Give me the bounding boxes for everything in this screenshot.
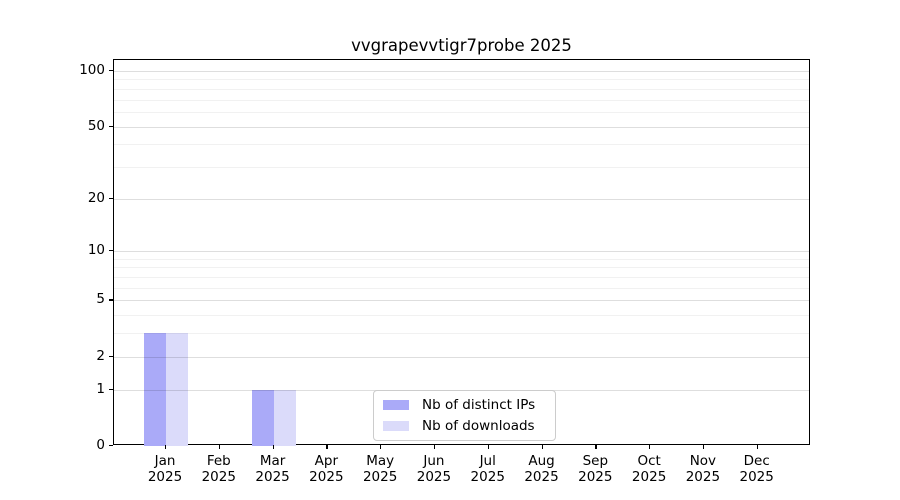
gridline-minor — [114, 166, 809, 168]
gridline-minor — [114, 144, 809, 146]
x-tick-label: Mar 2025 — [255, 453, 290, 485]
x-tick-mark — [380, 445, 382, 449]
gridline-minor — [114, 287, 809, 289]
x-tick-label: Feb 2025 — [201, 453, 236, 485]
y-tick-label: 20 — [87, 189, 105, 206]
y-tick-label: 50 — [87, 117, 105, 134]
legend-label: Nb of distinct IPs — [422, 397, 536, 413]
legend: Nb of distinct IPs Nb of downloads — [373, 390, 556, 441]
y-tick-mark — [109, 355, 113, 357]
y-tick-mark — [109, 125, 113, 127]
y-tick-label: 1 — [96, 380, 105, 397]
y-tick-mark — [109, 197, 113, 199]
gridline-minor — [114, 99, 809, 101]
plot-area — [113, 59, 810, 446]
y-tick-mark — [109, 388, 113, 390]
legend-swatch-distinct-ips — [383, 399, 409, 411]
y-tick-mark — [109, 299, 113, 301]
gridline-major — [114, 71, 809, 72]
gridline-minor — [114, 111, 809, 113]
gridline-major — [114, 251, 809, 253]
y-tick-mark — [109, 445, 113, 447]
y-tick-label: 100 — [79, 62, 105, 78]
y-tick-label: 10 — [87, 242, 105, 259]
legend-row: Nb of distinct IPs — [383, 396, 546, 414]
x-tick-mark — [165, 445, 167, 449]
gridline-major — [114, 126, 809, 128]
gridline-major — [114, 356, 809, 358]
x-tick-label: Oct 2025 — [631, 453, 667, 485]
gridline-minor — [114, 277, 809, 279]
x-tick-label: Apr 2025 — [309, 453, 344, 485]
x-tick-mark — [218, 445, 220, 449]
bar-distinct-ips — [144, 333, 166, 446]
gridline-major — [114, 300, 809, 302]
x-tick-mark — [649, 445, 651, 449]
x-tick-mark — [702, 445, 705, 449]
legend-row: Nb of downloads — [383, 417, 546, 435]
gridline-minor — [114, 333, 809, 335]
gridline-minor — [114, 88, 809, 90]
gridline-minor — [114, 79, 809, 81]
bar-distinct-ips — [251, 389, 274, 446]
x-tick-label: Dec 2025 — [739, 453, 774, 485]
x-tick-label: May 2025 — [362, 453, 398, 485]
x-tick-mark — [433, 445, 436, 449]
x-tick-label: Jul 2025 — [470, 453, 505, 485]
x-tick-mark — [272, 445, 274, 449]
legend-swatch-downloads — [383, 420, 409, 432]
x-tick-mark — [326, 445, 328, 449]
legend-label: Nb of downloads — [422, 418, 535, 434]
x-tick-label: Jun 2025 — [416, 453, 452, 485]
x-tick-label: Nov 2025 — [685, 453, 721, 485]
y-tick-label: 5 — [96, 291, 105, 308]
bar-downloads — [166, 333, 188, 446]
gridline-minor — [114, 258, 809, 260]
x-tick-mark — [541, 445, 543, 449]
gridline-major — [114, 198, 809, 200]
gridline-minor — [114, 315, 809, 317]
x-tick-label: Jan 2025 — [147, 453, 183, 485]
x-tick-label: Sep 2025 — [578, 453, 613, 485]
chart-title: vvgrapevvtigr7probe 2025 — [351, 36, 572, 55]
y-tick-label: 2 — [96, 347, 105, 364]
y-tick-label: 0 — [96, 437, 105, 453]
x-tick-label: Aug 2025 — [524, 453, 559, 485]
gridline-minor — [114, 267, 809, 269]
x-tick-mark — [595, 445, 597, 449]
y-tick-mark — [109, 250, 113, 252]
x-tick-mark — [487, 445, 489, 449]
x-tick-mark — [756, 445, 758, 449]
bar-downloads — [273, 389, 296, 446]
y-tick-mark — [109, 70, 113, 72]
